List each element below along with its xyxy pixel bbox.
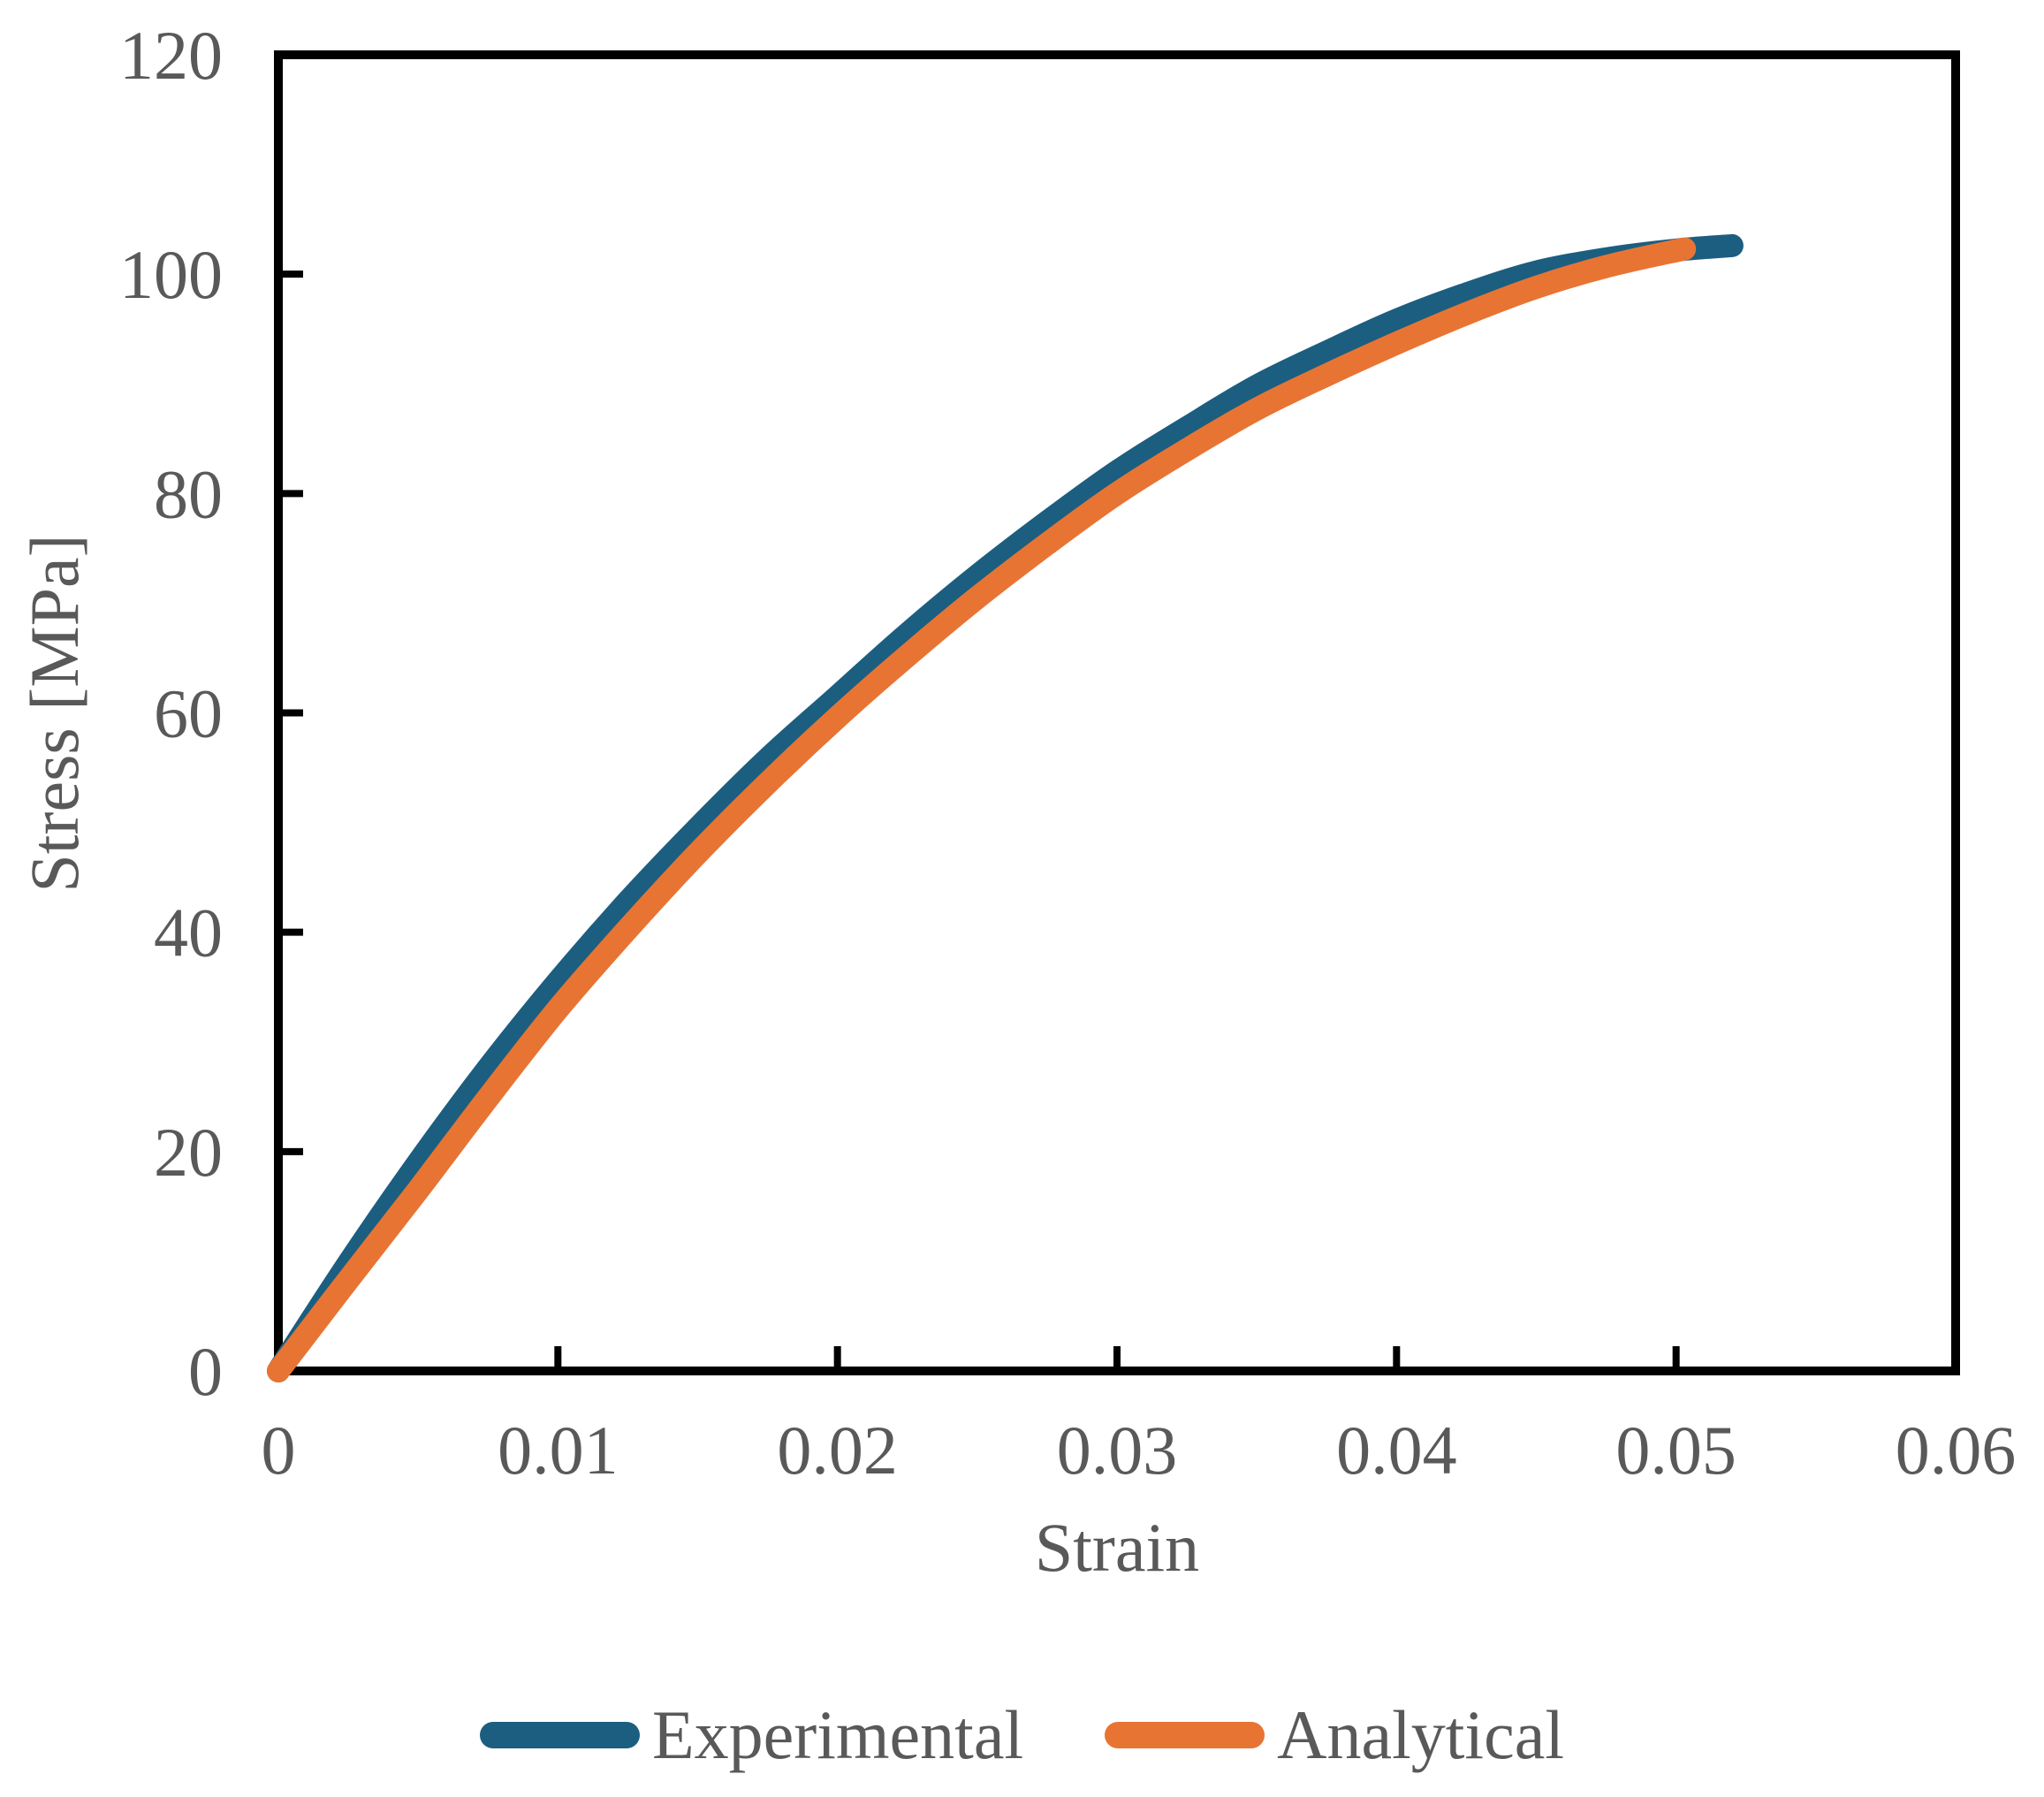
x-tick-label: 0.05 (1615, 1412, 1736, 1489)
x-tick-label: 0 (262, 1412, 296, 1489)
x-axis-tick-labels: 0 0.01 0.02 0.03 0.04 0.05 0.06 (262, 1412, 2017, 1489)
y-tick-label: 40 (154, 895, 223, 971)
legend-label-analytical: Analytical (1277, 1696, 1565, 1773)
legend: Experimental Analytical (0, 1693, 2044, 1778)
x-tick-label: 0.02 (777, 1412, 898, 1489)
series-curves (267, 233, 1744, 1382)
x-tick-label: 0.03 (1057, 1412, 1178, 1489)
legend-label-experimental: Experimental (651, 1696, 1024, 1773)
y-tick-label: 20 (154, 1114, 223, 1191)
y-tick-label: 60 (154, 675, 223, 752)
x-tick-label: 0.01 (498, 1412, 619, 1489)
legend-item-analytical: Analytical (1105, 1701, 1564, 1770)
x-tick-label: 0.04 (1336, 1412, 1457, 1489)
series-line-analytical (267, 237, 1697, 1382)
y-tick-label: 120 (119, 17, 223, 94)
analytical-line-swatch (1105, 1722, 1265, 1748)
y-axis-tick-labels: 0 20 40 60 80 100 120 (119, 17, 223, 1410)
x-tick-label: 0.06 (1896, 1412, 2017, 1489)
series-line-experimental (267, 233, 1744, 1382)
y-axis-title: Stress [MPa] (16, 534, 93, 892)
y-tick-label: 100 (119, 236, 223, 313)
x-axis-title: Strain (1035, 1509, 1199, 1586)
experimental-line-swatch (479, 1722, 640, 1748)
legend-item-experimental: Experimental (479, 1696, 1024, 1773)
y-tick-label: 0 (188, 1333, 223, 1410)
y-tick-label: 80 (154, 455, 223, 532)
